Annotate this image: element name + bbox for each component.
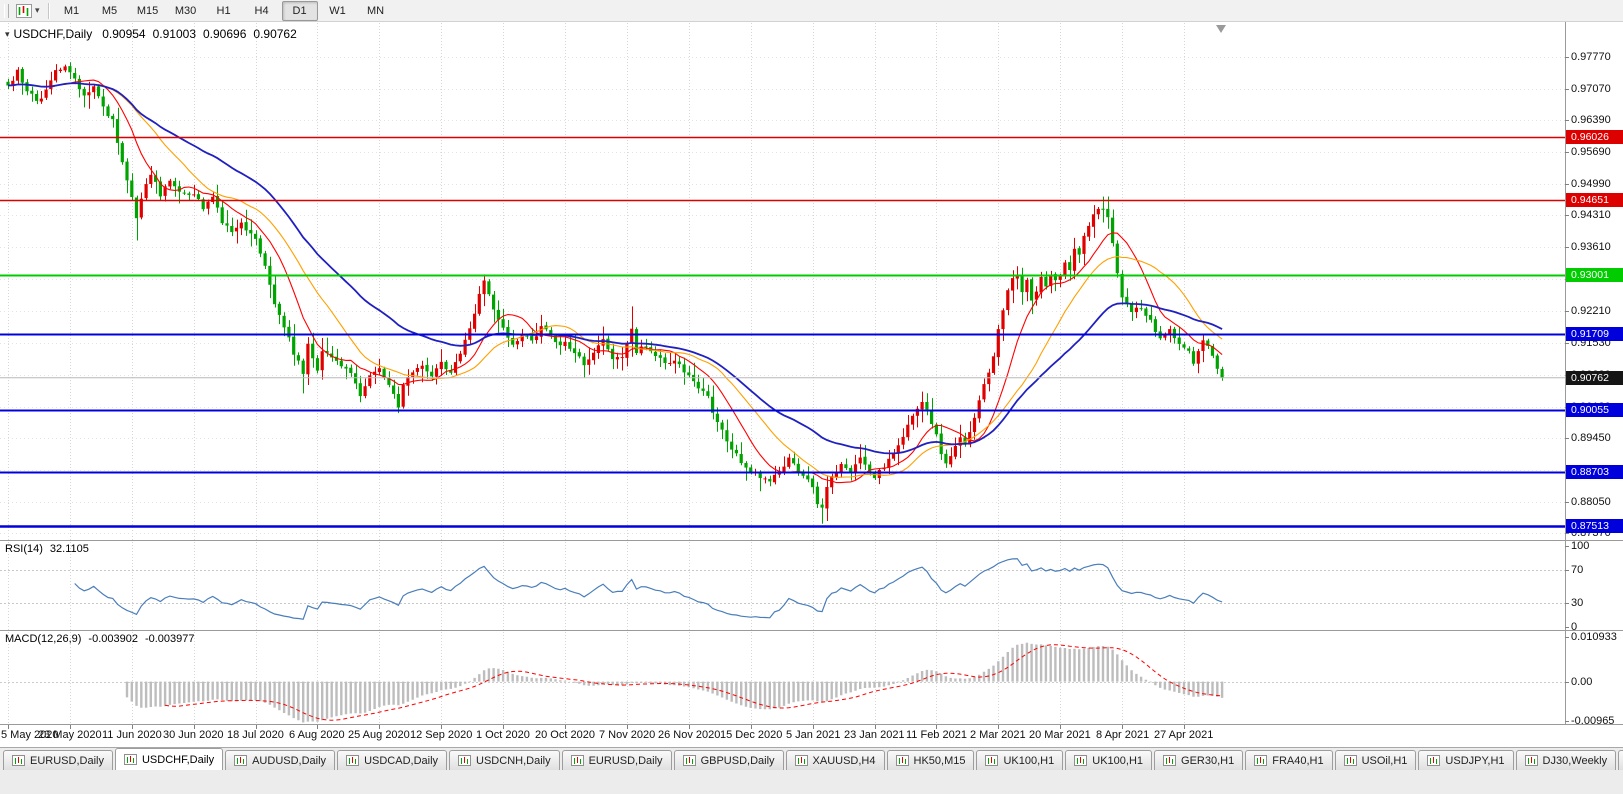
chart-mini-icon xyxy=(985,755,999,766)
chevron-down-icon[interactable]: ▾ xyxy=(35,5,40,15)
chart-mini-icon xyxy=(458,755,472,766)
chart-tab-label: USDJPY,H1 xyxy=(1445,754,1505,767)
chart-tab-eurusd-daily-5[interactable]: EURUSD,Daily xyxy=(561,750,672,770)
chart-tab-label: XAUUSD,H4 xyxy=(812,754,876,767)
timeframe-button-w1[interactable]: W1 xyxy=(329,4,346,17)
timeframe-button-m30[interactable]: M30 xyxy=(174,4,197,17)
chart-tab-uk100-h1-10[interactable]: UK100,H1 xyxy=(1065,750,1153,770)
chart-mini-icon xyxy=(123,754,137,765)
chart-tab-dj30-weekly-15[interactable]: DJ30,Weekly xyxy=(1515,750,1617,770)
chart-tab-label: AUDUSD,Daily xyxy=(252,754,327,767)
chart-tab-gbpusd-daily-6[interactable]: GBPUSD,Daily xyxy=(673,750,784,770)
chart-tab-usdchf-daily-1[interactable]: USDCHF,Daily xyxy=(114,748,224,770)
timeframe-button-d1[interactable]: D1 xyxy=(281,0,318,21)
chart-tab-label: FRA40,H1 xyxy=(1272,754,1324,767)
chart-tabs: EURUSD,Daily USDCHF,Daily AUDUSD,Daily USDC… xyxy=(0,748,1623,770)
chart-tab-uk100-h1-9[interactable]: UK100,H1 xyxy=(976,750,1064,770)
timeframe-button-h4[interactable]: H4 xyxy=(254,4,269,17)
chart-tab-label: GBPUSD,Daily xyxy=(700,754,775,767)
chart-mini-icon xyxy=(1524,755,1538,766)
toolbar-grip[interactable] xyxy=(4,3,9,18)
chart-mini-icon xyxy=(346,755,360,766)
chart-tab-label: UK100,H1 xyxy=(1003,754,1055,767)
chart-tab-label: EURUSD,Daily xyxy=(30,754,104,767)
chart-tab-usdjpy-h1-14[interactable]: USDJPY,H1 xyxy=(1418,750,1514,770)
chart-mini-icon xyxy=(682,755,696,766)
chart-mini-icon xyxy=(794,755,808,766)
chart-tab-fra40-h1-12[interactable]: FRA40,H1 xyxy=(1245,750,1333,770)
timeframe-button-m5[interactable]: M5 xyxy=(101,4,118,17)
chart-mini-icon xyxy=(1254,755,1268,766)
chart-tab-bar: EURUSD,Daily USDCHF,Daily AUDUSD,Daily USDC… xyxy=(0,747,1623,794)
timeframe-button-m1[interactable]: M1 xyxy=(63,4,80,17)
chart-tab-china300-h1-16[interactable]: CHINA300,H1 xyxy=(1618,750,1623,770)
chart-tab-label: USDCHF,Daily xyxy=(141,753,215,766)
timeframe-button-m15[interactable]: M15 xyxy=(136,4,159,17)
chart-mini-icon xyxy=(1163,755,1177,766)
chart-tab-hk50-m15-8[interactable]: HK50,M15 xyxy=(886,750,975,770)
chart-mini-icon xyxy=(570,755,584,766)
chart-mini-icon xyxy=(1074,755,1088,766)
chart-shift-marker-icon xyxy=(1216,25,1226,33)
chart-tab-usdcad-daily-3[interactable]: USDCAD,Daily xyxy=(337,750,448,770)
timeframe-buttons-group: M1 M5 M15 M30 H1 H4 D1 W1 MN xyxy=(54,0,394,21)
chart-tab-ger30-h1-11[interactable]: GER30,H1 xyxy=(1154,750,1244,770)
chart-tab-eurusd-daily-0[interactable]: EURUSD,Daily xyxy=(3,750,113,770)
chart-type-icon[interactable] xyxy=(14,3,34,19)
chart-mini-icon xyxy=(1427,755,1441,766)
chart-tab-usdcnh-daily-4[interactable]: USDCNH,Daily xyxy=(449,750,560,770)
chart-tab-label: USDCAD,Daily xyxy=(364,754,439,767)
chart-mini-icon xyxy=(1343,755,1357,766)
timeframe-button-mn[interactable]: MN xyxy=(366,4,385,17)
chart-tab-audusd-daily-2[interactable]: AUDUSD,Daily xyxy=(225,750,336,770)
chart-tab-label: EURUSD,Daily xyxy=(588,754,663,767)
chart-tab-label: DJ30,Weekly xyxy=(1542,754,1608,767)
chart-tab-label: UK100,H1 xyxy=(1092,754,1144,767)
timeframes-toolbar: ▾ M1 M5 M15 M30 H1 H4 D1 W1 MN xyxy=(0,0,1623,22)
chart-tab-label: USDCNH,Daily xyxy=(476,754,551,767)
timeframe-button-h1[interactable]: H1 xyxy=(216,4,231,17)
chart-tab-usoil-h1-13[interactable]: USOil,H1 xyxy=(1334,750,1417,770)
chart-mini-icon xyxy=(895,755,909,766)
chart-tab-label: HK50,M15 xyxy=(913,754,966,767)
chart-mini-icon xyxy=(234,755,248,766)
chart-tab-xauusd-h4-7[interactable]: XAUUSD,H4 xyxy=(785,750,885,770)
chart-tab-label: USOil,H1 xyxy=(1361,754,1408,767)
toolbar-separator xyxy=(47,2,49,19)
chart-mini-icon xyxy=(12,755,25,766)
chart-tab-label: GER30,H1 xyxy=(1181,754,1235,767)
